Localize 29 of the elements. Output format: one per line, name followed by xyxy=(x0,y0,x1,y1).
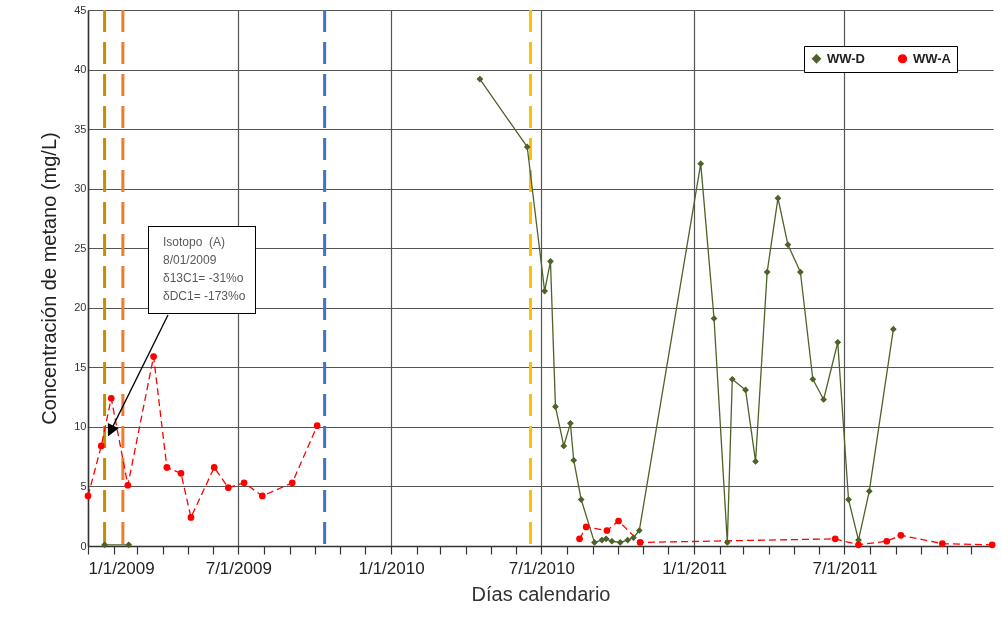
point xyxy=(630,534,637,542)
y-tick-label: 45 xyxy=(74,3,87,16)
x-tick-label: 1/1/2010 xyxy=(358,558,425,578)
point xyxy=(150,353,157,360)
x-axis-title: Días calendario xyxy=(471,582,611,605)
legend-label: WW-A xyxy=(913,50,952,66)
y-axis-title: Concentración de metano (mg/L) xyxy=(38,132,61,425)
point xyxy=(552,403,559,410)
point xyxy=(591,539,598,546)
x-tick-label: 1/1/2009 xyxy=(88,558,155,578)
x-tick-label: 7/1/2009 xyxy=(205,558,272,578)
point xyxy=(820,396,827,403)
y-tick-label: 5 xyxy=(80,479,87,492)
x-tick-label: 7/1/2011 xyxy=(812,558,878,578)
y-tick-label: 25 xyxy=(74,241,87,254)
x-tick-label: 1/1/2011 xyxy=(662,558,728,578)
point xyxy=(845,496,852,503)
y-tick-label: 35 xyxy=(74,122,87,135)
y-tick-label: 15 xyxy=(74,360,87,373)
legend-label: WW-D xyxy=(827,50,865,66)
y-tick-label: 10 xyxy=(74,420,87,433)
y-tick-label: 30 xyxy=(74,182,87,195)
y-tick-label: 20 xyxy=(74,301,87,314)
y-tick-label: 0 xyxy=(80,539,87,552)
x-tick-label: 7/1/2010 xyxy=(508,558,575,578)
y-tick-label: 40 xyxy=(74,63,87,76)
point xyxy=(752,458,759,465)
point xyxy=(939,540,946,547)
annotation: Isotopo (A) 8/01/2009 δ13C1= -31%o δDC1= -173%o xyxy=(148,226,257,314)
